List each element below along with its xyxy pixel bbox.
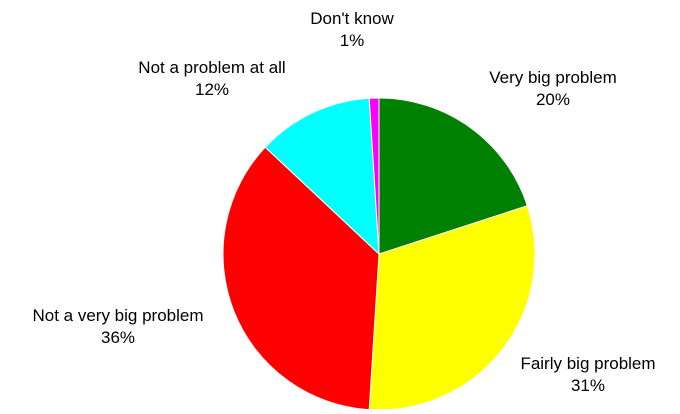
label-very-big-problem-value: 20%	[535, 90, 571, 109]
pie-slice-dont-know	[368, 97, 380, 255]
label-fairly-big-problem-value: 31%	[570, 376, 606, 395]
label-dont-know: Don't know 1%	[310, 8, 394, 52]
label-fairly-big-problem: Fairly big problem 31%	[520, 353, 655, 397]
pie-slice-fairly-big-problem	[368, 205, 536, 411]
label-dont-know-name: Don't know	[310, 9, 394, 28]
label-not-very-big-problem-value: 36%	[100, 328, 136, 347]
label-very-big-problem-name: Very big problem	[489, 68, 617, 87]
label-very-big-problem: Very big problem 20%	[489, 67, 617, 111]
label-not-a-problem-at-all-value: 12%	[194, 80, 230, 99]
label-not-very-big-problem: Not a very big problem 36%	[32, 305, 203, 349]
pie-slice-not-very-big-problem	[222, 146, 380, 411]
label-not-a-problem-at-all: Not a problem at all 12%	[138, 57, 285, 101]
label-not-a-problem-at-all-name: Not a problem at all	[138, 58, 286, 77]
label-fairly-big-problem-name: Fairly big problem	[520, 354, 656, 373]
label-dont-know-value: 1%	[339, 31, 365, 50]
pie-slice-very-big-problem	[378, 97, 528, 255]
label-not-very-big-problem-name: Not a very big problem	[32, 306, 204, 325]
pie-slice-not-a-problem-at-all	[264, 97, 380, 256]
